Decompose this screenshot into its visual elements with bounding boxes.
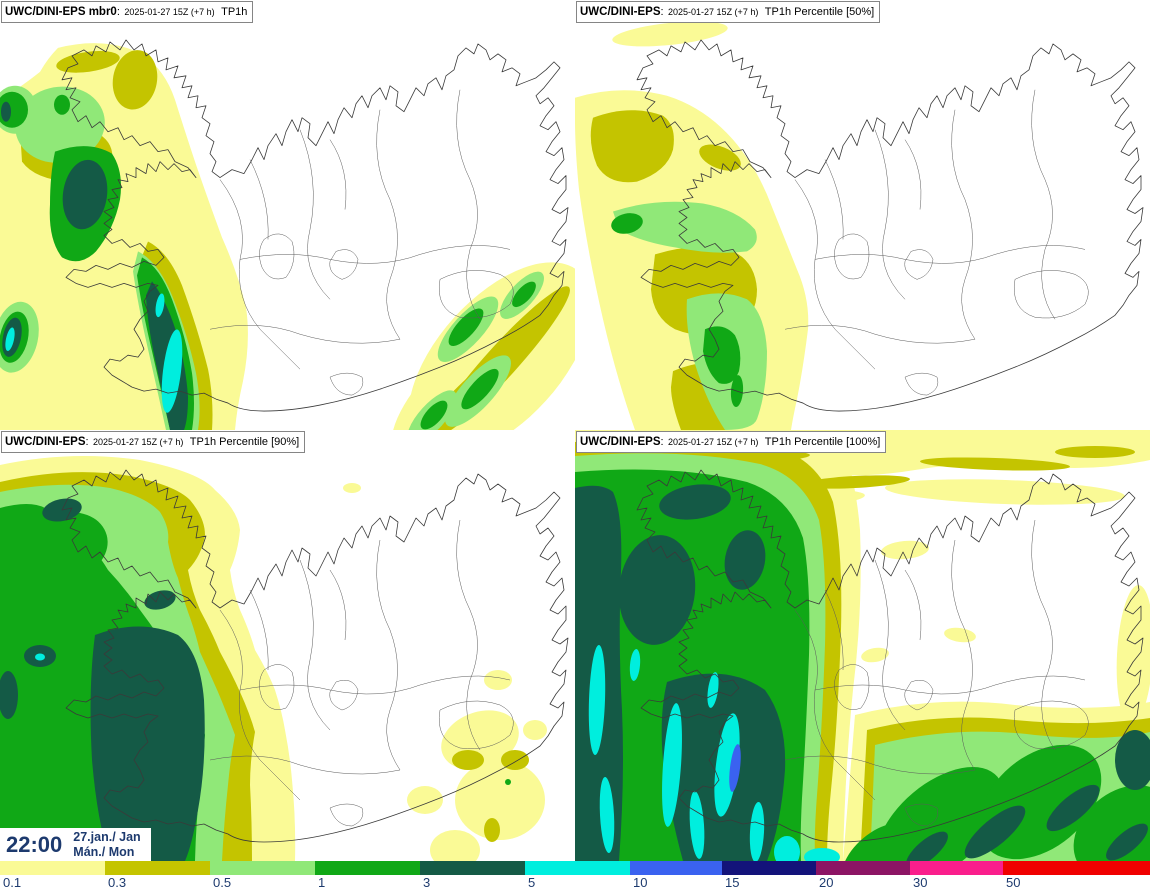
panel-title-p100: UWC/DINI-EPS: 2025-01-27 15Z (+7 h) TP1h… <box>576 431 887 453</box>
precip-colorbar: 0.1 0.3 0.5 1 3 5 10 15 20 30 50 <box>0 861 1150 891</box>
panel-percentile-90: UWC/DINI-EPS: 2025-01-27 15Z (+7 h) TP1h… <box>0 430 575 861</box>
colorbar-tick-10: 10 <box>633 875 648 890</box>
colorbar-tick-20: 20 <box>819 875 834 890</box>
precip-field <box>0 43 575 430</box>
model-label: UWC/DINI-EPS <box>580 6 661 18</box>
title-colon: : <box>116 6 120 18</box>
colorbar-segment-0.5 <box>210 861 315 875</box>
colorbar-tick-50: 50 <box>1006 875 1021 890</box>
colorbar-segment-50 <box>1003 861 1150 875</box>
title-colon: : <box>660 436 664 448</box>
valid-date: 27.jan./ Jan Mán./ Mon <box>69 828 150 861</box>
panel-percentile-100: UWC/DINI-EPS: 2025-01-27 15Z (+7 h) TP1h… <box>575 430 1150 861</box>
run-datetime: 2025-01-27 15Z (+7 h) <box>93 437 184 447</box>
valid-time: 22:00 <box>6 832 63 857</box>
model-label: UWC/DINI-EPS <box>580 436 661 448</box>
colorbar-tick-5: 5 <box>528 875 536 890</box>
precip-map-mbr0 <box>0 39 575 430</box>
valid-time-box: 22:00 27.jan./ Jan Mán./ Mon <box>0 828 151 861</box>
field-label: TP1h <box>221 6 248 18</box>
precip-map-p100 <box>575 430 1150 861</box>
model-label: UWC/DINI-EPS mbr0 <box>5 6 117 18</box>
field-label: TP1h Percentile [50%] <box>764 6 875 18</box>
panel-title-p90: UWC/DINI-EPS: 2025-01-27 15Z (+7 h) TP1h… <box>1 431 306 453</box>
precip-map-p90 <box>0 456 569 861</box>
precip-field <box>575 21 809 430</box>
colorbar-segment-30 <box>910 861 1003 875</box>
panel-title-mbr0: UWC/DINI-EPS mbr0: 2025-01-27 15Z (+7 h)… <box>1 1 254 23</box>
precip-map-p50 <box>575 21 1144 430</box>
colorbar-segment-1 <box>315 861 420 875</box>
colorbar-tick-3: 3 <box>423 875 431 890</box>
valid-date-line2: Mán./ Mon <box>73 845 135 859</box>
field-label: TP1h Percentile [90%] <box>189 436 300 448</box>
colorbar-segment-5 <box>525 861 630 875</box>
colorbar-segment-0.3 <box>105 861 210 875</box>
precip-field <box>575 430 1150 861</box>
model-label: UWC/DINI-EPS <box>5 436 86 448</box>
colorbar-tick-30: 30 <box>913 875 928 890</box>
colorbar-tick-0.1: 0.1 <box>3 875 22 890</box>
colorbar-segments <box>0 861 1150 875</box>
colorbar-tick-0.5: 0.5 <box>213 875 232 890</box>
panel-title-p50: UWC/DINI-EPS: 2025-01-27 15Z (+7 h) TP1h… <box>576 1 881 23</box>
run-datetime: 2025-01-27 15Z (+7 h) <box>668 7 759 17</box>
colorbar-segment-3 <box>420 861 525 875</box>
run-datetime: 2025-01-27 15Z (+7 h) <box>124 7 215 17</box>
panel-mbr0: UWC/DINI-EPS mbr0: 2025-01-27 15Z (+7 h)… <box>0 0 575 430</box>
run-datetime: 2025-01-27 15Z (+7 h) <box>668 437 759 447</box>
colorbar-segment-0.1 <box>0 861 105 875</box>
title-colon: : <box>660 6 664 18</box>
title-colon: : <box>85 436 89 448</box>
panel-percentile-50: UWC/DINI-EPS: 2025-01-27 15Z (+7 h) TP1h… <box>575 0 1150 430</box>
colorbar-segment-15 <box>722 861 816 875</box>
precip-field <box>0 456 547 861</box>
colorbar-segment-10 <box>630 861 722 875</box>
colorbar-tick-1: 1 <box>318 875 326 890</box>
valid-date-line1: 27.jan./ Jan <box>73 830 141 844</box>
field-label: TP1h Percentile [100%] <box>764 436 881 448</box>
colorbar-segment-20 <box>816 861 910 875</box>
colorbar-tick-0.3: 0.3 <box>108 875 127 890</box>
colorbar-tick-15: 15 <box>725 875 740 890</box>
